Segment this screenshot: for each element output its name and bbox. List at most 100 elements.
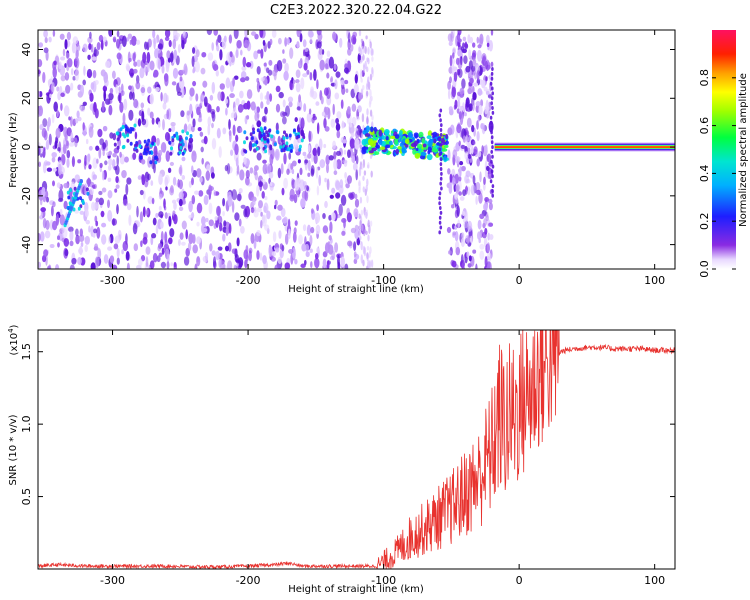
spectrogram-cell	[243, 102, 249, 110]
spectrogram-cell	[114, 235, 121, 244]
colorbar-label: Normalized spectral amplitude	[738, 73, 749, 227]
spectrogram-cell	[173, 214, 178, 225]
spectrogram-cell	[338, 203, 343, 216]
spectrogram-cell	[160, 141, 167, 153]
spectrogram-cell	[188, 214, 193, 219]
spectrogram-cell	[206, 164, 211, 172]
spectrogram-cell	[164, 36, 170, 42]
spectrogram-cell	[273, 204, 277, 210]
spectrogram-cell	[211, 250, 216, 256]
spectrogram-cell	[52, 167, 57, 172]
spectrogram-cell	[229, 93, 235, 99]
spectrogram-cell	[150, 236, 154, 246]
spectrogram-cell	[216, 205, 221, 217]
spectrogram-cell	[66, 190, 70, 195]
spectrogram-cell	[69, 188, 72, 193]
spectrogram-cell	[477, 88, 483, 96]
spectrogram-cell	[366, 115, 369, 125]
spectrogram-cell	[277, 167, 282, 179]
spectrogram-cell	[243, 130, 247, 135]
spectrogram-cell	[201, 94, 205, 100]
spectrogram-cell	[300, 138, 304, 143]
spectrogram-marks	[38, 30, 675, 269]
snr-x-tick-label: -100	[371, 574, 396, 587]
spectrogram-cell	[439, 128, 443, 132]
spectrogram-cell	[271, 69, 278, 77]
spectrogram-cell	[167, 167, 172, 173]
spectrogram-cell	[72, 36, 79, 45]
spectrogram-cell	[469, 235, 473, 244]
spectrogram-cell	[163, 92, 168, 104]
spectrogram-cell	[134, 131, 138, 140]
spectrogram-cell	[358, 213, 361, 220]
spectrogram-cell	[88, 164, 92, 170]
spectrogram-cell	[74, 118, 79, 124]
spectrogram-cell	[179, 69, 186, 75]
spectrogram-cell	[489, 74, 492, 83]
spectrogram-cell	[283, 152, 287, 165]
spectrogram-cell	[158, 211, 164, 218]
spectrogram-cell	[266, 163, 272, 174]
spectrogram-cell	[347, 32, 351, 43]
spectrogram-cell	[279, 249, 284, 259]
spectrogram-cell	[487, 232, 491, 241]
spectrogram-cell	[42, 71, 46, 84]
spectrogram-cell	[268, 245, 273, 257]
spectrogram-cell	[448, 66, 453, 74]
spectrogram-cell	[306, 224, 311, 236]
spectrogram-cell	[103, 89, 107, 102]
spectrogram-cell	[222, 210, 225, 217]
spectrogram-cell	[364, 133, 371, 137]
spectrogram-cell	[199, 176, 203, 183]
spectrogram-cell	[102, 125, 108, 132]
spectrogram-cell	[116, 30, 120, 38]
spectrogram-cell	[458, 191, 462, 196]
spectrogram-cell	[329, 221, 333, 234]
snr-y-label: SNR (10 * v/v)	[8, 414, 19, 485]
spectrogram-cell	[263, 202, 269, 214]
spectrogram-cell	[454, 193, 459, 200]
spectrogram-cell	[116, 137, 120, 142]
spectrogram-cell	[246, 89, 253, 100]
spectrogram-cell	[215, 250, 220, 261]
spectrogram-cell	[368, 138, 373, 145]
spectrogram-cell	[355, 130, 360, 139]
spectrogram-cell	[41, 127, 47, 138]
spectrogram-cell	[170, 146, 173, 151]
spectrogram-cell	[272, 231, 277, 243]
spectrogram-cell	[472, 249, 477, 254]
spectrogram-cell	[472, 140, 476, 145]
spectrogram-cell	[140, 240, 143, 248]
spectrogram-cell	[191, 150, 197, 163]
spectrogram-cell	[289, 188, 295, 200]
spectrogram-cell	[217, 246, 223, 251]
spectrogram-cell	[142, 51, 147, 64]
spectrogram-cell	[412, 149, 416, 155]
spectrogram-cell	[440, 123, 443, 128]
spectrogram-cell	[262, 132, 266, 137]
spectrogram-cell	[354, 73, 358, 84]
spectrogram-cell	[178, 166, 182, 175]
spectrogram-cell	[432, 131, 438, 137]
spectrogram-cell	[135, 148, 139, 153]
spectrogram-cell	[324, 200, 328, 209]
spectrogram-cell	[196, 255, 201, 267]
spectrogram-cell	[276, 215, 282, 221]
spectrogram-cell	[91, 56, 97, 61]
spectrogram-cell	[452, 52, 455, 59]
spectrogram-cell	[457, 219, 461, 229]
spectrogram-cell	[88, 126, 94, 138]
spectrogram-cell	[212, 63, 219, 72]
spectrogram-cell	[351, 103, 357, 112]
spectrogram-cell	[116, 52, 122, 60]
spectrogram-cell	[67, 57, 73, 68]
spectrogram-cell	[112, 218, 115, 226]
spectrogram-cell	[219, 83, 225, 90]
spectrogram-cell	[79, 245, 83, 256]
spectrogram-cell	[302, 49, 306, 57]
spectrogram-cell	[108, 92, 114, 101]
spectrogram-cell	[362, 175, 365, 182]
spectrogram-cell	[195, 49, 200, 58]
spectrogram-cell	[426, 135, 432, 140]
snr-axes: -300 -200 -100 0 100 0.5 1.0 1.5	[20, 330, 675, 587]
